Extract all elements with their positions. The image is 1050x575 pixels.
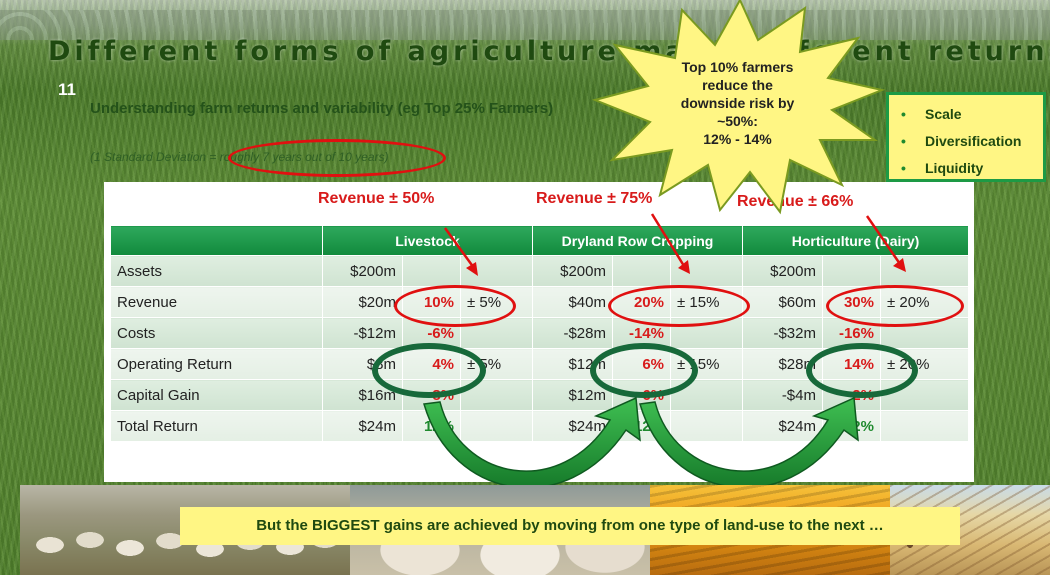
cell-value: $60m — [742, 286, 823, 318]
column-header-horticulture: Horticulture (Dairy) — [742, 225, 969, 256]
cell-value: $24m — [532, 410, 613, 442]
drivers-box: • Scale • Diversification • Liquidity — [886, 92, 1046, 182]
callout-line: reduce the — [702, 77, 773, 93]
bottom-banner: But the BIGGEST gains are achieved by mo… — [180, 507, 960, 545]
operating-return-ring-horticulture — [806, 343, 918, 398]
farm-returns-table: Livestock Dryland Row Cropping Horticult… — [110, 225, 969, 442]
callout-line: Top 10% farmers — [681, 59, 794, 75]
cell-value: $200m — [532, 255, 613, 287]
cell-variability — [460, 410, 533, 442]
revenue-variability-livestock: Revenue ± 50% — [318, 190, 435, 207]
row-label: Operating Return — [110, 348, 323, 380]
bullet-icon: • — [901, 133, 906, 149]
revenue-highlight-ring-livestock — [394, 285, 516, 327]
bullet-icon: • — [901, 160, 906, 176]
revenue-variability-cropping: Revenue ± 75% — [536, 190, 653, 207]
cell-value: $200m — [322, 255, 403, 287]
revenue-variability-horticulture: Revenue ± 66% — [737, 193, 854, 210]
row-label: Costs — [110, 317, 323, 349]
cell-variability — [460, 317, 533, 349]
revenue-highlight-ring-cropping — [608, 285, 750, 327]
table-header-row: Livestock Dryland Row Cropping Horticult… — [110, 225, 969, 256]
list-item: • Liquidity — [901, 155, 1043, 182]
drivers-list: • Scale • Diversification • Liquidity — [901, 101, 1043, 182]
list-item: • Diversification — [901, 128, 1043, 155]
cell-value: $40m — [532, 286, 613, 318]
row-label: Assets — [110, 255, 323, 287]
row-label: Capital Gain — [110, 379, 323, 411]
table-row: Assets $200m $200m $200m — [110, 255, 969, 287]
cell-value: -$12m — [322, 317, 403, 349]
revenue-highlight-ring-horticulture — [826, 285, 964, 327]
treeline-background — [0, 10, 1050, 40]
table-row: Costs -$12m -6% -$28m -14% -$32m -16% — [110, 317, 969, 349]
table-row: Total Return $24m 12% $24m 12% $24m 12% — [110, 410, 969, 442]
cell-value: $16m — [322, 379, 403, 411]
sd-highlight-ellipse — [228, 139, 446, 177]
slide-subtitle: Understanding farm returns and variabili… — [90, 100, 554, 117]
cell-variability — [880, 410, 969, 442]
list-item: • Scale — [901, 101, 1043, 128]
cell-percent — [822, 255, 881, 287]
column-header-dryland-row-cropping: Dryland Row Cropping — [532, 225, 743, 256]
cell-percent — [402, 255, 461, 287]
callout-text: Top 10% farmers reduce the downside risk… — [665, 58, 810, 148]
driver-label: Scale — [925, 106, 962, 122]
cell-value: -$32m — [742, 317, 823, 349]
callout-line: ~50%: — [717, 113, 758, 129]
cell-percent: 12% — [822, 410, 881, 442]
callout-line: 12% - 14% — [703, 131, 772, 147]
cell-percent — [612, 255, 671, 287]
row-label: Total Return — [110, 410, 323, 442]
cell-variability — [880, 255, 969, 287]
header-empty-cell — [110, 225, 323, 256]
cell-value: $24m — [742, 410, 823, 442]
operating-return-ring-livestock — [372, 343, 486, 398]
row-label: Revenue — [110, 286, 323, 318]
cell-percent: 12% — [612, 410, 671, 442]
slide-number: 11 — [58, 80, 76, 99]
cell-percent: 12% — [402, 410, 461, 442]
cell-variability — [670, 410, 743, 442]
cell-value: $24m — [322, 410, 403, 442]
column-header-livestock: Livestock — [322, 225, 533, 256]
driver-label: Diversification — [925, 133, 1022, 149]
cell-variability — [670, 255, 743, 287]
cell-value: -$28m — [532, 317, 613, 349]
slide-title: Different forms of agriculture make diff… — [48, 36, 1050, 67]
cell-variability — [460, 255, 533, 287]
cell-value: $200m — [742, 255, 823, 287]
cell-value: -$4m — [742, 379, 823, 411]
bullet-icon: • — [901, 106, 906, 122]
cell-value: $20m — [322, 286, 403, 318]
driver-label: Liquidity — [925, 160, 984, 176]
callout-line: downside risk by — [680, 95, 795, 111]
operating-return-ring-cropping — [590, 343, 698, 398]
starburst-callout — [591, 0, 886, 215]
cell-variability — [880, 379, 969, 411]
